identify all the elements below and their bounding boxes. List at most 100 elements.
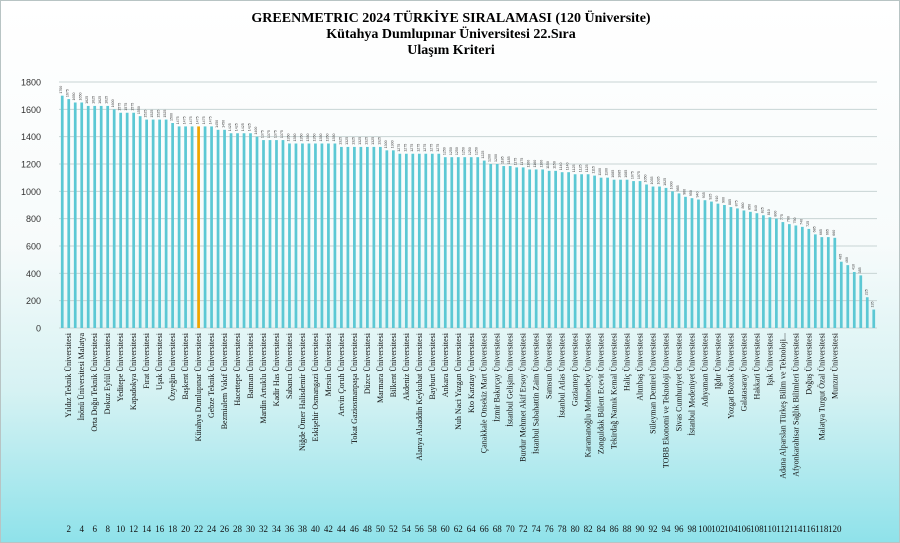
- bar: [651, 186, 655, 328]
- data-label: 1650: [72, 92, 76, 100]
- rank-tick-label: 104: [724, 524, 738, 534]
- bar: [502, 166, 506, 328]
- data-label: 1475: [183, 116, 187, 124]
- category-label: Galatasaray Üniversitesi: [739, 332, 748, 411]
- data-label: 1275: [429, 144, 433, 152]
- bar: [586, 174, 590, 328]
- data-label: 1675: [66, 89, 70, 97]
- bar: [495, 164, 499, 328]
- category-label: Tokat Gaziosmanpaşa Üniversitesi: [350, 332, 359, 444]
- data-label: 1125: [572, 165, 576, 173]
- bar: [132, 112, 136, 328]
- rank-tick-label: 30: [246, 524, 256, 534]
- data-label: 1625: [98, 96, 102, 104]
- data-label: 1125: [579, 165, 583, 173]
- rank-tick-label: 2: [66, 524, 71, 534]
- data-label: 1250: [442, 147, 446, 155]
- data-label: 1025: [663, 178, 667, 186]
- rank-tick-label: 72: [519, 524, 528, 534]
- data-label: 1275: [423, 144, 427, 152]
- bar: [787, 224, 791, 328]
- category-label: İnönü Üniversitesi Malatya: [77, 333, 86, 421]
- bar: [112, 109, 116, 328]
- rank-tick-label: 76: [545, 524, 555, 534]
- data-label: 1475: [202, 116, 206, 124]
- bar: [359, 146, 363, 328]
- category-label: Sabancı Üniversitesi: [285, 332, 294, 399]
- data-label: 1375: [280, 130, 284, 138]
- rank-tick-label: 40: [311, 524, 321, 534]
- y-tick-label: 0: [36, 324, 41, 334]
- category-label: Samsun Üniversitesi: [545, 332, 554, 399]
- bar: [177, 126, 181, 329]
- category-label: Bayburt Üniversitesi: [428, 332, 437, 399]
- y-tick-label: 400: [26, 269, 41, 279]
- data-label: 1350: [293, 133, 297, 141]
- y-tick-label: 800: [26, 214, 41, 224]
- bar: [190, 126, 194, 329]
- bar: [612, 179, 616, 328]
- rank-tick-label: 12: [129, 524, 138, 534]
- data-label: 1200: [488, 154, 492, 162]
- data-label: 385: [858, 267, 862, 273]
- rank-tick-label: 56: [415, 524, 425, 534]
- bar: [138, 116, 142, 329]
- y-tick-label: 1600: [21, 105, 41, 115]
- category-label: Sivas Cumhuriyet Üniversitesi: [674, 332, 683, 431]
- rank-tick-label: 110: [763, 524, 777, 534]
- data-label: 1175: [514, 158, 518, 166]
- data-label: 1350: [332, 133, 336, 141]
- bar: [346, 146, 350, 328]
- data-label: 775: [780, 214, 784, 220]
- bar: [236, 133, 239, 328]
- category-label: Yeditepe Üniversitesi: [116, 332, 125, 402]
- data-label: 1600: [111, 99, 115, 107]
- data-label: 840: [754, 205, 758, 211]
- bar: [223, 129, 226, 328]
- data-label: 1085: [618, 170, 622, 178]
- bar: [80, 102, 84, 328]
- bar: [430, 153, 434, 328]
- bar: [378, 146, 382, 328]
- data-label: 1475: [209, 116, 213, 124]
- rank-tick-label: 70: [506, 524, 516, 534]
- data-label: 740: [799, 219, 803, 225]
- rank-tick-label: 4: [79, 524, 84, 534]
- chart-title-line3: Ulaşım Kriteri: [407, 43, 495, 58]
- bar: [625, 179, 629, 328]
- rank-tick-label: 96: [674, 524, 684, 534]
- bar: [255, 136, 259, 328]
- data-label: 1625: [105, 96, 109, 104]
- category-label: Adıyaman Üniversitesi: [700, 332, 709, 407]
- rank-tick-label: 24: [207, 524, 217, 534]
- data-label: 1250: [468, 147, 472, 155]
- data-label: 460: [845, 257, 849, 263]
- bar: [755, 213, 759, 328]
- bar: [320, 143, 324, 328]
- category-label: Kütahya Dumlupınar Üniversitesi: [194, 332, 203, 441]
- data-label: 760: [786, 216, 790, 222]
- bar: [307, 143, 311, 328]
- bar: [158, 119, 161, 328]
- category-label: Gebze Teknik Üniversitesi: [207, 332, 216, 418]
- bar: [800, 226, 804, 328]
- bar: [671, 191, 674, 328]
- data-label: 1140: [559, 162, 563, 170]
- bar: [508, 166, 512, 328]
- bar: [632, 181, 635, 328]
- bar: [372, 146, 376, 328]
- category-label: Düzce Üniversitesi: [363, 332, 372, 394]
- category-label: Haliç Üniversitesi: [623, 332, 632, 391]
- data-label: 1425: [241, 123, 245, 131]
- data-label: 875: [734, 200, 738, 206]
- y-tick-label: 1800: [21, 78, 41, 88]
- rank-tick-label: 8: [105, 524, 110, 534]
- bar: [606, 177, 609, 328]
- category-label: Afyonkarahisar Sağlık Bilimleri Üniversi…: [791, 332, 800, 477]
- bar: [262, 140, 265, 328]
- bar: [820, 237, 824, 328]
- bar: [742, 210, 746, 328]
- data-label: 1140: [566, 162, 570, 170]
- data-label: 135: [871, 302, 875, 308]
- category-label: Zonguldak Bülent Ecevit Üniversitesi: [597, 332, 606, 454]
